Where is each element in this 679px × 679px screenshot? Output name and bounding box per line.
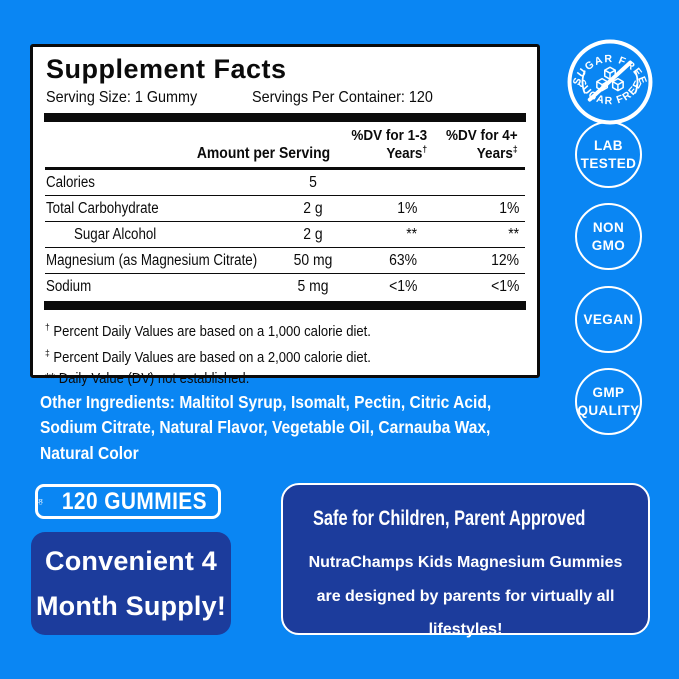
row-dv-4plus: 1%: [498, 200, 519, 217]
other-ingredients-text: Maltitol Syrup, Isomalt, Pectin, Citric …: [40, 392, 492, 463]
gummies-count-label: 120 GUMMIES: [61, 487, 208, 515]
supplement-facts-title: Supplement Facts: [46, 54, 287, 84]
table-row-magnesium: Magnesium (as Magnesium Citrate) 50 mg 6…: [45, 247, 525, 273]
row-name: Calories: [46, 174, 95, 191]
table-row-calories: Calories 5: [45, 170, 525, 195]
gummies-count-badge: 120 GUMMIES: [35, 484, 221, 519]
row-dv-1-3: 1%: [396, 200, 417, 217]
supply-line2: Month Supply!: [35, 590, 227, 621]
row-name: Total Carbohydrate: [46, 200, 159, 217]
dagger-symbol: †: [422, 144, 427, 156]
footnote-1000-calorie: † Percent Daily Values are based on a 1,…: [45, 322, 371, 340]
sugar-cubes-icon: [587, 60, 633, 102]
column-header-dv-1-3-line1: %DV for 1-3: [351, 126, 427, 144]
other-ingredients-label: Other Ingredients:: [40, 392, 176, 412]
slash-icon: [587, 60, 633, 102]
badge-lab-tested: LAB TESTED: [575, 121, 642, 188]
table-row-sugar-alcohol: Sugar Alcohol 2 g ** **: [45, 221, 525, 247]
double-dagger-symbol: ‡: [45, 347, 50, 359]
badge-gmp-quality: GMP QUALITY: [575, 368, 642, 435]
thick-divider-top: [44, 113, 526, 122]
safe-description: NutraChamps Kids Magnesium Gummies are d…: [308, 554, 623, 639]
thick-divider-bottom: [44, 301, 526, 310]
supply-callout-box: Convenient 4 Month Supply!: [31, 532, 231, 635]
supply-line1: Convenient 4: [45, 545, 217, 576]
row-amount: 2 g: [303, 200, 323, 217]
servings-per-container: Servings Per Container: 120: [252, 89, 433, 106]
row-dv-1-3: **: [406, 226, 417, 243]
table-header-row: Amount per Serving %DV for 1-3 Years† %D…: [45, 122, 525, 170]
footnote-dv-not-established: ** Daily Value (DV) not established.: [45, 370, 250, 387]
row-name: Magnesium (as Magnesium Citrate): [46, 252, 258, 269]
row-name: Sodium: [46, 278, 92, 295]
sugar-free-stamp-icon: SUGAR FREE SUGAR FREE: [567, 39, 653, 125]
double-dagger-symbol: ‡: [513, 144, 518, 156]
column-header-dv-4plus: %DV for 4+ Years‡: [446, 127, 518, 163]
badge-vegan: VEGAN: [575, 286, 642, 353]
footnote-2000-calorie: ‡ Percent Daily Values are based on a 2,…: [45, 347, 371, 366]
other-ingredients: Other Ingredients: Maltitol Syrup, Isoma…: [40, 390, 540, 466]
row-dv-4plus: **: [508, 226, 519, 243]
row-dv-1-3: 63%: [389, 252, 417, 269]
dagger-symbol: †: [45, 322, 50, 333]
safe-title-row: Safe for Children, Parent Approved: [303, 501, 632, 537]
supplement-facts-label: Supplement Facts Serving Size: 1 Gummy S…: [30, 44, 540, 387]
row-dv-1-3: <1%: [388, 278, 417, 295]
serving-size: Serving Size: 1 Gummy: [46, 89, 198, 106]
column-header-dv-1-3: %DV for 1-3 Years†: [351, 127, 427, 163]
row-dv-4plus: <1%: [490, 278, 519, 295]
row-name: Sugar Alcohol: [74, 226, 157, 243]
row-dv-4plus: 12%: [491, 252, 519, 269]
row-amount: 5: [309, 174, 317, 191]
gummy-bear-icon: [38, 498, 43, 505]
column-header-dv-4plus-line1: %DV for 4+: [446, 126, 518, 144]
row-amount: 5 mg: [297, 278, 329, 295]
badge-non-gmo: NON GMO: [575, 203, 642, 270]
row-amount: 50 mg: [293, 252, 333, 269]
footnotes: † Percent Daily Values are based on a 1,…: [45, 317, 525, 390]
safe-title: Safe for Children, Parent Approved: [313, 507, 586, 530]
column-header-dv-4plus-line2: Years‡: [477, 144, 518, 163]
table-row-total-carbohydrate: Total Carbohydrate 2 g 1% 1%: [45, 195, 525, 221]
table-row-sodium: Sodium 5 mg <1% <1%: [45, 273, 525, 299]
asterisks-symbol: **: [45, 370, 56, 387]
safe-for-children-box: Safe for Children, Parent Approved Nutra…: [281, 483, 650, 638]
column-header-dv-1-3-line2: Years†: [386, 144, 427, 163]
column-header-amount: Amount per Serving: [196, 145, 330, 162]
serving-info-row: Serving Size: 1 Gummy Servings Per Conta…: [46, 89, 525, 107]
row-amount: 2 g: [303, 226, 323, 243]
